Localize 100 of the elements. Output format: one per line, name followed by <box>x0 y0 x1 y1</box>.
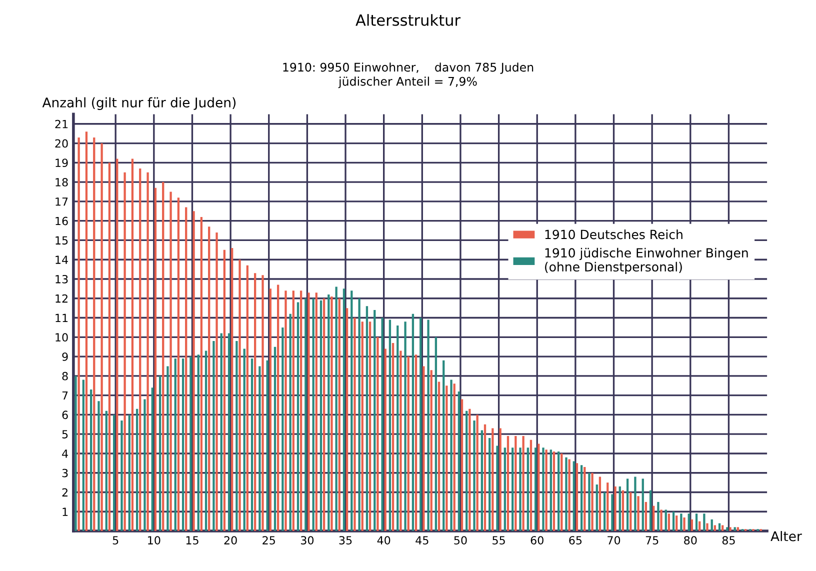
bar <box>588 472 590 532</box>
bar <box>683 517 686 532</box>
bar <box>192 211 195 532</box>
bar <box>422 366 425 532</box>
bar <box>392 342 394 532</box>
bar <box>726 527 728 532</box>
bar <box>220 333 222 532</box>
bar <box>262 275 264 532</box>
bar <box>466 410 468 532</box>
bar <box>414 354 418 532</box>
x-tick-label: 15 <box>186 536 198 544</box>
bar <box>250 358 254 532</box>
bar <box>446 386 448 532</box>
bar <box>506 436 510 532</box>
bar <box>480 430 484 532</box>
bar <box>568 459 570 532</box>
x-tick-label: 65 <box>569 536 582 544</box>
bar <box>90 390 92 532</box>
bar <box>174 358 176 532</box>
bar <box>231 248 234 532</box>
bar <box>238 260 241 532</box>
bar <box>136 408 138 532</box>
bar <box>552 452 556 532</box>
bar <box>376 337 379 532</box>
bar <box>166 366 169 532</box>
bar <box>596 484 598 532</box>
bar <box>572 461 575 532</box>
y-tick-label: 9 <box>62 352 68 361</box>
bar <box>695 514 698 532</box>
bar <box>396 326 399 532</box>
bar <box>703 514 706 532</box>
bar <box>680 514 682 532</box>
bar <box>374 310 376 532</box>
bar <box>335 286 338 532</box>
bar <box>668 514 670 532</box>
bar <box>550 450 552 532</box>
y-tick-label: 4 <box>62 450 68 458</box>
bar <box>284 290 287 532</box>
bar <box>630 492 632 532</box>
bar <box>322 298 326 532</box>
bar <box>128 414 130 532</box>
legend-label: 1910 jüdische Einwohner Bingen (ohne Dienstpersonal) <box>545 248 748 274</box>
bar <box>438 382 440 532</box>
bar <box>282 327 284 532</box>
y-tick-label: 6 <box>62 410 68 420</box>
bar <box>522 436 524 532</box>
bar <box>246 265 248 532</box>
bar <box>538 444 540 532</box>
bar <box>254 273 256 532</box>
bar <box>499 428 502 532</box>
bar <box>266 360 268 532</box>
bar <box>144 399 146 532</box>
chart-subtitle: 1910: 9950 Einwohner, davon 785 Juden jüdischer Anteil = 7,9% <box>283 62 534 88</box>
bar <box>584 467 586 532</box>
bar <box>576 463 578 532</box>
bar <box>519 448 522 532</box>
y-tick-label: 3 <box>62 468 68 478</box>
bar <box>434 337 438 532</box>
bar <box>622 490 624 532</box>
bar <box>734 527 736 532</box>
bar <box>672 512 675 532</box>
bar <box>312 298 314 532</box>
bar <box>618 486 621 532</box>
bar <box>442 360 445 532</box>
bar <box>78 137 80 532</box>
y-tick-label: 5 <box>62 430 68 438</box>
bar <box>112 414 116 532</box>
bar <box>714 525 716 532</box>
bar <box>354 318 356 532</box>
bar <box>292 290 294 532</box>
bar <box>476 414 478 532</box>
bar <box>634 476 636 532</box>
bar <box>277 284 280 532</box>
bar <box>120 420 123 532</box>
bar <box>468 408 471 532</box>
x-tick-label: 10 <box>148 536 160 544</box>
bar <box>598 476 602 532</box>
bar <box>657 502 660 532</box>
bar <box>560 453 563 532</box>
bar <box>642 478 644 532</box>
x-tick-label: 85 <box>722 536 735 544</box>
bar <box>580 465 583 532</box>
bar <box>361 322 364 532</box>
bar <box>404 322 406 532</box>
bar <box>591 472 594 532</box>
bar <box>606 482 609 532</box>
bar <box>342 288 346 532</box>
bar <box>460 399 464 532</box>
y-tick-label: 8 <box>62 372 68 380</box>
bar <box>185 207 188 532</box>
y-tick-label: 18 <box>56 178 68 186</box>
bar <box>93 137 96 532</box>
bar <box>258 366 261 532</box>
bar <box>315 292 318 532</box>
bar <box>388 320 392 532</box>
bar <box>690 519 694 532</box>
bar <box>243 348 246 532</box>
bar <box>652 506 655 532</box>
y-tick-label: 1 <box>62 508 68 516</box>
bar <box>304 298 307 532</box>
